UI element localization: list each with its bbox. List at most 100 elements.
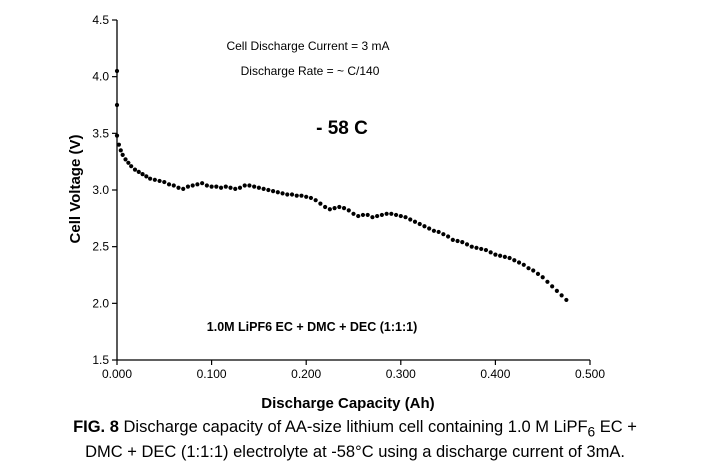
- data-point: [516, 260, 522, 265]
- data-point: [351, 211, 356, 216]
- data-point: [209, 184, 214, 189]
- data-point: [441, 232, 446, 237]
- x-axis-label: Discharge Capacity (Ah): [261, 395, 434, 412]
- data-point: [114, 68, 120, 74]
- data-point: [223, 184, 228, 189]
- data-point: [136, 169, 141, 174]
- y-axis-label: Cell Voltage (V): [67, 135, 84, 244]
- data-point: [242, 183, 247, 188]
- data-point: [469, 244, 474, 249]
- data-point: [493, 252, 498, 257]
- data-point: [427, 226, 432, 231]
- data-point: [118, 148, 123, 153]
- data-point: [181, 186, 186, 191]
- y-tick-label: 4.0: [92, 70, 109, 84]
- data-point: [526, 266, 531, 271]
- data-point: [521, 262, 526, 267]
- annotation-rate: Discharge Rate = ~ C/140: [241, 64, 380, 78]
- data-point: [318, 201, 323, 206]
- data-point: [431, 228, 437, 233]
- data-point: [323, 204, 328, 210]
- data-point: [126, 160, 131, 165]
- data-point: [332, 206, 337, 211]
- data-point: [261, 186, 266, 191]
- data-point: [266, 187, 271, 193]
- data-point: [289, 192, 295, 197]
- data-point: [233, 186, 238, 191]
- data-point: [308, 195, 314, 201]
- data-point: [483, 247, 489, 253]
- data-point: [389, 211, 394, 216]
- data-point: [535, 271, 541, 276]
- data-point: [252, 184, 257, 189]
- data-point: [270, 189, 276, 194]
- caption-fig-label: FIG. 8: [73, 418, 119, 436]
- x-tick-label: 0.100: [197, 367, 227, 381]
- data-point: [554, 288, 559, 293]
- data-point: [152, 177, 157, 182]
- data-point: [285, 192, 290, 197]
- data-point: [132, 167, 138, 172]
- data-point: [200, 181, 205, 186]
- data-point: [294, 193, 299, 198]
- data-point: [474, 245, 479, 250]
- data-point: [157, 178, 162, 184]
- y-tick-label: 3.0: [92, 183, 109, 197]
- data-point: [559, 293, 564, 298]
- data-point: [237, 185, 243, 190]
- data-point: [531, 268, 536, 273]
- data-point: [129, 164, 134, 169]
- data-point: [280, 191, 285, 196]
- y-tick-label: 1.5: [92, 353, 109, 367]
- data-point: [488, 250, 493, 255]
- y-tick-label: 2.0: [92, 296, 109, 310]
- data-point: [123, 157, 128, 162]
- discharge-chart: 1.5 2.0 2.5 3.0 3.5 4.0 4.5 0.000 0.100 0.200 0.30…: [67, 13, 605, 412]
- x-tick-label: 0.500: [575, 367, 605, 381]
- figure-caption: FIG. 8 Discharge capacity of AA-size lit…: [10, 417, 700, 463]
- data-point: [144, 174, 149, 179]
- data-point: [460, 240, 465, 245]
- data-point: [114, 102, 120, 108]
- data-point: [384, 211, 389, 216]
- data-point: [356, 213, 361, 219]
- data-point: [479, 246, 484, 252]
- data-point: [455, 238, 460, 244]
- annotation-current: Cell Discharge Current = 3 mA: [226, 39, 389, 53]
- data-point: [313, 198, 318, 203]
- y-tick-label: 3.5: [92, 126, 109, 140]
- data-point: [512, 258, 517, 263]
- caption-line1: Discharge capacity of AA-size lithium ce…: [123, 418, 588, 436]
- data-point: [450, 237, 455, 242]
- x-tick-label: 0.400: [480, 367, 510, 381]
- data-point: [550, 284, 555, 289]
- data-point: [304, 194, 309, 199]
- data-point: [214, 184, 219, 189]
- caption-line2: DMC + DEC (1:1:1) electrolyte at -58°C u…: [85, 443, 625, 462]
- data-point: [256, 185, 261, 190]
- data-point: [218, 185, 224, 190]
- data-point: [120, 152, 125, 157]
- data-point: [162, 179, 167, 185]
- data-point: [327, 207, 332, 212]
- data-point: [228, 185, 233, 190]
- data-point: [446, 234, 451, 239]
- ticks: 1.5 2.0 2.5 3.0 3.5 4.0 4.5 0.000 0.100 0.200 0.30…: [92, 13, 605, 381]
- data-point: [346, 208, 351, 213]
- data-point: [403, 215, 408, 220]
- data-point: [393, 212, 399, 218]
- data-point: [436, 229, 441, 235]
- data-point: [166, 182, 172, 187]
- data-point: [564, 297, 569, 303]
- y-tick-label: 2.5: [92, 240, 109, 254]
- y-tick-label: 4.5: [92, 13, 109, 27]
- data-point: [375, 213, 380, 219]
- data-point: [171, 183, 176, 188]
- data-points: [114, 68, 569, 303]
- data-point: [370, 215, 375, 220]
- data-point: [540, 275, 545, 280]
- data-point: [114, 133, 120, 138]
- data-point: [185, 184, 191, 189]
- data-point: [464, 242, 470, 247]
